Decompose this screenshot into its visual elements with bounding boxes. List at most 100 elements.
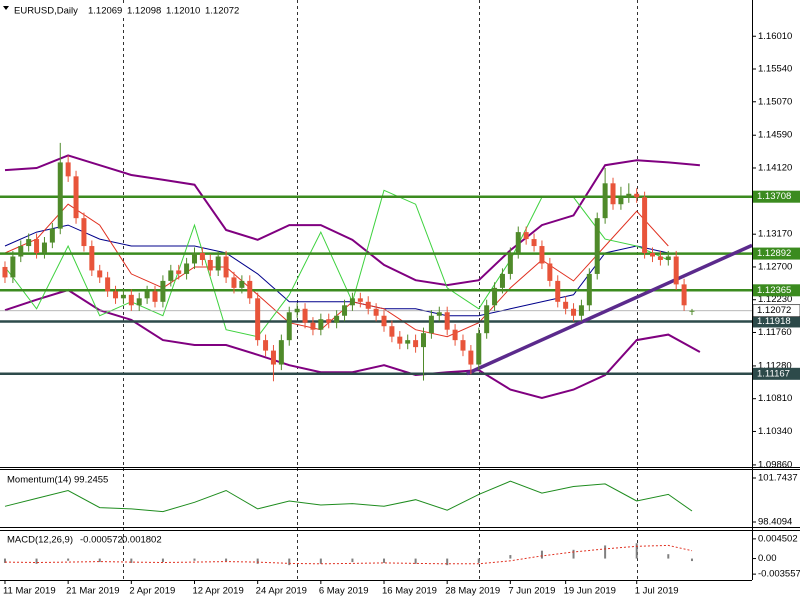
candle-body <box>310 322 316 330</box>
level-label: 1.11918 <box>757 316 791 327</box>
macd-bar <box>572 549 575 559</box>
y-tick-label: 1.16010 <box>758 31 792 42</box>
level-label-box <box>753 247 800 260</box>
candle-body <box>318 319 324 330</box>
macd-bar <box>667 554 670 559</box>
candle-body <box>326 319 332 323</box>
candle-body <box>634 193 640 198</box>
y-tick-label: 1.13170 <box>758 229 792 240</box>
candle-body <box>113 291 119 299</box>
candle-body <box>539 246 545 264</box>
candle-body <box>294 308 300 313</box>
candle-body <box>681 284 687 306</box>
candle-body <box>105 277 111 292</box>
panel-title: MACD(12,26,9) <box>7 535 73 546</box>
header-value: 1.12072 <box>205 6 239 17</box>
candle-body <box>89 246 95 271</box>
x-tick-label: 6 May 2019 <box>319 586 369 597</box>
candle-body <box>618 197 624 205</box>
candle-body <box>144 291 150 299</box>
collapse-arrow <box>3 6 9 10</box>
candle-body <box>215 256 221 271</box>
candle-body <box>373 308 379 316</box>
candle-body <box>665 256 671 260</box>
panel-title: Momentum(14) <box>7 475 71 486</box>
candle-body <box>168 270 174 281</box>
y-tick-label: 1.14120 <box>758 162 792 173</box>
macd-bar <box>540 550 543 559</box>
candle-body <box>689 310 695 312</box>
level-label: 1.12892 <box>757 248 791 259</box>
macd-bar <box>414 558 417 564</box>
macd-bar <box>509 555 512 559</box>
candle-body <box>57 162 63 229</box>
indicator-line <box>4 154 700 287</box>
candle-body <box>207 259 213 271</box>
macd-bar <box>635 543 638 559</box>
candle-body <box>405 340 411 344</box>
macd-bar <box>161 558 164 563</box>
candle-body <box>49 228 55 243</box>
candle-body <box>247 280 253 299</box>
candle-body <box>41 242 47 254</box>
macd-bar <box>446 558 449 566</box>
candle-body <box>531 239 537 247</box>
candle-body <box>610 183 616 205</box>
last-price-box <box>752 304 800 318</box>
level-label: 1.11167 <box>757 368 790 379</box>
candle-body <box>642 197 648 254</box>
level-label-box <box>753 315 800 328</box>
x-tick-label: 24 Apr 2019 <box>256 586 307 597</box>
candle-body <box>650 253 656 257</box>
header-value: 1.12069 <box>88 6 122 17</box>
candle-body <box>263 340 269 351</box>
macd-bar <box>98 558 101 563</box>
y-tick-label: 1.14590 <box>758 130 792 141</box>
level-label-box <box>753 367 800 380</box>
trendline <box>466 243 753 376</box>
y-tick-label: 1.12700 <box>758 261 792 272</box>
symbol-title: EURUSD,Daily <box>14 6 78 17</box>
y-tick-label: 1.09860 <box>758 459 792 470</box>
header-bg <box>12 3 247 17</box>
candle-body <box>365 301 371 309</box>
macd-bar <box>477 558 480 563</box>
x-tick-label: 1 Jul 2019 <box>635 586 679 597</box>
momentum-line <box>4 480 693 513</box>
level-label: 1.12365 <box>757 285 791 296</box>
candle-body <box>436 312 442 316</box>
x-tick-label: 12 Apr 2019 <box>192 586 243 597</box>
candle-body <box>563 301 569 309</box>
candle-body <box>349 298 355 306</box>
macd-bar <box>604 545 607 559</box>
candle-body <box>128 294 134 306</box>
panel-value: 99.2455 <box>74 475 108 486</box>
candle-body <box>191 253 197 264</box>
y-tick-label: 1.11760 <box>758 327 792 338</box>
candle-body <box>120 294 126 299</box>
candle-body <box>507 253 513 274</box>
candle-body <box>136 298 142 306</box>
y-tick-label: 98.4094 <box>758 517 792 528</box>
candle-body <box>334 315 340 323</box>
candle-body <box>65 162 71 177</box>
macd-bar <box>288 558 291 566</box>
macd-bar <box>130 558 133 563</box>
x-tick-label: 28 May 2019 <box>445 586 500 597</box>
last-price-label: 1.12072 <box>757 305 791 316</box>
candle-body <box>499 273 505 288</box>
candle-body <box>547 263 553 281</box>
y-tick-label: 1.12230 <box>758 294 792 305</box>
macd-bar <box>690 558 693 562</box>
candle-body <box>184 263 190 274</box>
header-value: 1.12098 <box>127 6 161 17</box>
y-tick-label: 0.004502 <box>758 533 798 544</box>
candle-body <box>657 256 663 260</box>
candle-body <box>594 218 600 274</box>
candle-body <box>2 266 8 278</box>
panel-value: 0.001802 <box>122 535 162 546</box>
candle-body <box>523 232 529 240</box>
x-tick-label: 11 Mar 2019 <box>3 586 56 597</box>
candle-body <box>342 305 348 316</box>
